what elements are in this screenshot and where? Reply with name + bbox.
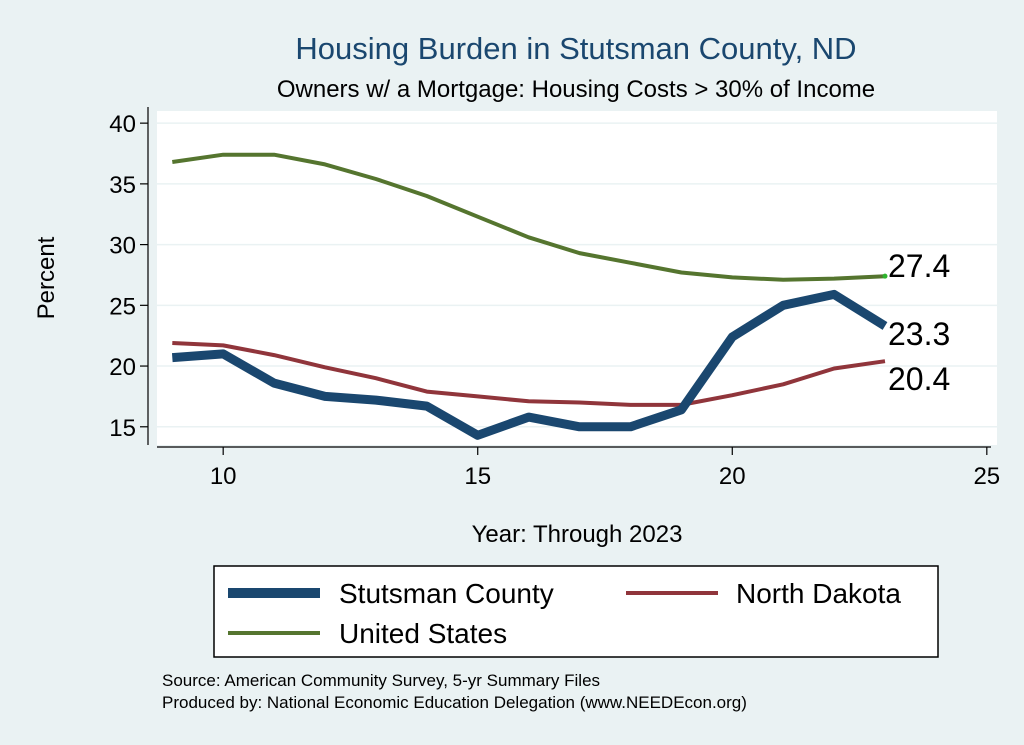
chart-subtitle: Owners w/ a Mortgage: Housing Costs > 30… <box>277 76 875 103</box>
end-label-north-dakota: 20.4 <box>888 361 950 397</box>
end-marker-united-states <box>882 273 888 279</box>
legend-label-stutsman: Stutsman County <box>339 578 554 609</box>
y-tick-label-40: 40 <box>109 111 136 138</box>
source-note: Source: American Community Survey, 5-yr … <box>162 671 600 690</box>
legend-label-united-states: United States <box>339 618 507 649</box>
y-tick-label-25: 25 <box>109 293 136 320</box>
legend-label-north-dakota: North Dakota <box>736 578 901 609</box>
y-tick-label-15: 15 <box>109 415 136 442</box>
produced-by-note: Produced by: National Economic Education… <box>162 693 747 712</box>
end-labels: 23.3 20.4 27.4 <box>882 248 950 397</box>
y-tick-label-30: 30 <box>109 233 136 260</box>
end-label-stutsman-county: 23.3 <box>888 316 950 352</box>
gridlines <box>157 122 997 428</box>
series-line-united-states <box>172 152 886 282</box>
y-tick-label-35: 35 <box>109 172 136 199</box>
x-axis-label: Year: Through 2023 <box>472 521 683 548</box>
legend-box <box>213 565 939 658</box>
legend: Stutsman County North Dakota United Stat… <box>213 565 939 658</box>
x-tick-label-25: 25 <box>973 463 1000 490</box>
y-axis-label: Percent <box>33 236 60 319</box>
x-tick-label-20: 20 <box>719 463 746 490</box>
y-tick-label-20: 20 <box>109 354 136 381</box>
chart-title: Housing Burden in Stutsman County, ND <box>295 31 856 66</box>
end-label-united-states: 27.4 <box>888 248 950 284</box>
series-line-stutsman-county <box>171 289 888 440</box>
x-tick-label-10: 10 <box>210 463 237 490</box>
axes: 15 20 25 30 35 40 10 15 20 25 <box>109 107 1000 490</box>
x-tick-label-15: 15 <box>464 463 491 490</box>
series-lines <box>171 152 888 440</box>
series-line-north-dakota <box>172 341 886 407</box>
